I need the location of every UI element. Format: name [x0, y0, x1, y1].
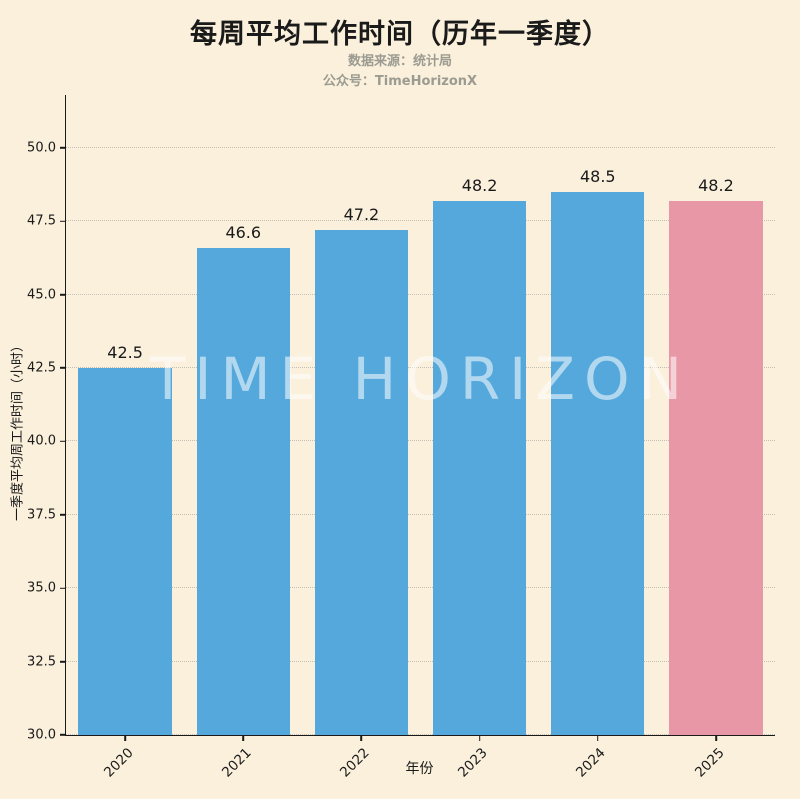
y-tick-label: 32.5: [27, 654, 56, 670]
chart-title: 每周平均工作时间（历年一季度）: [190, 19, 610, 50]
y-tick-mark: [60, 440, 66, 443]
bar-slot-2025: 48.2: [657, 95, 775, 735]
x-axis-label: 年份: [405, 761, 434, 777]
gridlines-layer: [66, 95, 775, 735]
bar-slot-2020: 42.5: [66, 95, 184, 735]
x-tick-mark: [242, 735, 245, 741]
x-tick-mark: [715, 735, 717, 741]
y-tick-mark: [60, 220, 66, 223]
y-tick-label: 42.5: [27, 360, 56, 376]
y-tick-label: 30.0: [27, 727, 56, 743]
y-axis-label: 一季度平均周工作时间（小时）: [10, 338, 26, 522]
bar-slot-2023: 48.2: [421, 95, 539, 735]
plot-area: 42.5 46.6 47.2 48.2 48.5 48.2 TIME HORIZON 30…: [27, 95, 775, 781]
bar-2020: [78, 368, 172, 735]
y-tick-mark: [60, 514, 66, 516]
gridline-y-37.5: [66, 513, 775, 515]
gridline-y-30: [66, 734, 775, 735]
y-tick-mark: [60, 587, 66, 590]
gridline-y-35: [66, 587, 775, 589]
bar-slot-2022: 47.2: [302, 95, 420, 735]
bar-value-label-2022: 47.2: [343, 205, 380, 225]
bar-slot-2021: 46.6: [184, 95, 302, 735]
gridline-y-40: [66, 440, 775, 442]
x-axis-ticks-layer: 2020 2021 2022 2023 2024 2025: [66, 95, 775, 781]
subtitle-data-source: 数据来源：统计局: [347, 54, 452, 69]
gridline-y-32.5: [66, 660, 775, 662]
y-tick-label: 35.0: [27, 580, 56, 596]
y-tick-label: 45.0: [27, 287, 56, 303]
subtitle-public-account: 公众号：TimeHorizonX: [322, 74, 478, 90]
x-tick-mark: [360, 735, 363, 741]
bar-slot-2024: 48.5: [539, 95, 657, 735]
x-tick-mark: [478, 735, 481, 741]
x-tick-mark: [124, 735, 126, 741]
bar-2023: [432, 200, 527, 735]
chart-subtitle: 数据来源：统计局 公众号：TimeHorizonX: [0, 52, 800, 92]
gridline-y-47.5: [66, 220, 775, 222]
y-tick-mark: [60, 147, 66, 149]
y-tick-label: 37.5: [27, 507, 56, 523]
y-tick-label: 47.5: [27, 213, 56, 229]
bars-layer: 42.5 46.6 47.2 48.2 48.5 48.2: [66, 95, 775, 735]
bar-value-label-2021: 46.6: [225, 222, 262, 242]
y-tick-label: 40.0: [27, 433, 56, 449]
bar-value-label-2025: 48.2: [698, 175, 734, 195]
y-tick-label: 50.0: [27, 140, 56, 156]
gridline-y-50: [66, 146, 775, 148]
bar-value-label-2024: 48.5: [579, 166, 616, 186]
bar-2025: [669, 200, 763, 735]
bar-value-label-2023: 48.2: [461, 175, 498, 195]
y-tick-mark: [60, 293, 66, 296]
y-tick-mark: [60, 367, 66, 369]
bar-2022: [314, 230, 409, 735]
bar-2024: [551, 191, 645, 735]
x-tick-mark: [596, 735, 599, 741]
y-axis-ticks-layer: 30.0 32.5 35.0 37.5 40.0 42.5 45.0 47.5 50.0: [27, 95, 775, 743]
y-tick-mark: [60, 660, 66, 663]
bar-2021: [196, 247, 290, 735]
gridline-y-45: [66, 293, 775, 295]
y-tick-mark: [60, 734, 66, 736]
bar-value-label-2020: 42.5: [107, 343, 143, 363]
gridline-y-42.5: [66, 367, 775, 369]
